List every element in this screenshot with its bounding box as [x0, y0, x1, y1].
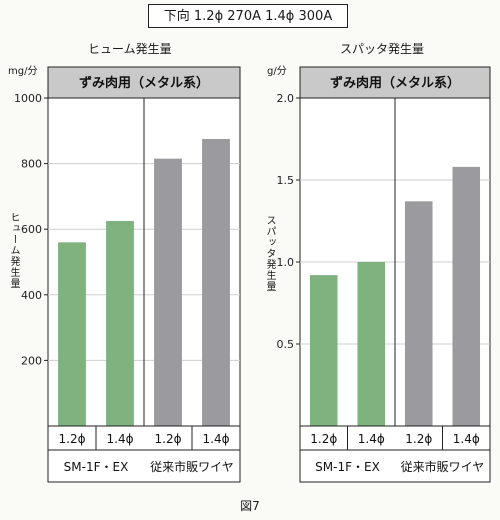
fume-y-axis-label: ヒューム発生量 — [8, 212, 19, 289]
spatter-category-label: 1.4ϕ — [358, 432, 385, 446]
fume-bar — [154, 158, 182, 426]
fume-category-label: 1.2ϕ — [59, 432, 86, 446]
fume-category-label: 1.4ϕ — [203, 432, 230, 446]
spatter-unit-label: g/分 — [267, 66, 287, 77]
spatter-y-tick-label: 1.5 — [277, 174, 295, 187]
fume-y-tick-label: 200 — [21, 354, 42, 367]
spatter-header-text: ずみ肉用（メタル系） — [330, 75, 460, 91]
fume-y-tick-label: 800 — [21, 158, 42, 171]
spatter-category-label: 1.2ϕ — [405, 432, 432, 446]
fume-header-text: ずみ肉用（メタル系） — [79, 75, 209, 91]
fume-chart-title: ヒューム発生量 — [88, 42, 172, 56]
fume-y-tick-label: 1000 — [14, 92, 42, 105]
spatter-bar — [309, 275, 338, 426]
fume-group-label: 従来市販ワイヤ — [150, 459, 234, 474]
fume-y-tick-label: 600 — [21, 223, 42, 236]
spatter-group-label: 従来市販ワイヤ — [401, 459, 485, 474]
spatter-group-row — [299, 449, 491, 483]
fume-bar — [58, 242, 86, 426]
spatter-bar — [357, 262, 386, 426]
figure-caption: 図7 — [240, 499, 260, 513]
fume-group-row — [47, 449, 241, 483]
spatter-y-tick-label: 1.0 — [277, 256, 295, 269]
spatter-y-axis-label: スパッタ発生量 — [264, 215, 275, 292]
spatter-category-label: 1.2ϕ — [310, 432, 337, 446]
spatter-bar — [452, 166, 481, 426]
fume-group-label: SM-1F・EX — [64, 460, 129, 474]
fume-category-row — [47, 425, 241, 451]
fume-y-tick-label: 400 — [21, 289, 42, 302]
spatter-chart-title: スパッタ発生量 — [340, 42, 425, 56]
spatter-bar — [404, 201, 433, 426]
fume-bar — [106, 221, 134, 426]
spatter-category-row — [299, 425, 491, 451]
fume-bar — [202, 139, 230, 426]
fume-category-label: 1.4ϕ — [107, 432, 134, 446]
welding-condition-box: 下向 1.2ϕ 270A 1.4ϕ 300A — [148, 4, 348, 28]
spatter-group-label: SM-1F・EX — [315, 460, 380, 474]
spatter-y-tick-label: 2.0 — [277, 92, 295, 105]
spatter-category-label: 1.4ϕ — [453, 432, 480, 446]
spatter-y-tick-label: 0.5 — [277, 338, 295, 351]
fume-category-label: 1.2ϕ — [155, 432, 182, 446]
fume-unit-label: mg/分 — [8, 66, 38, 77]
